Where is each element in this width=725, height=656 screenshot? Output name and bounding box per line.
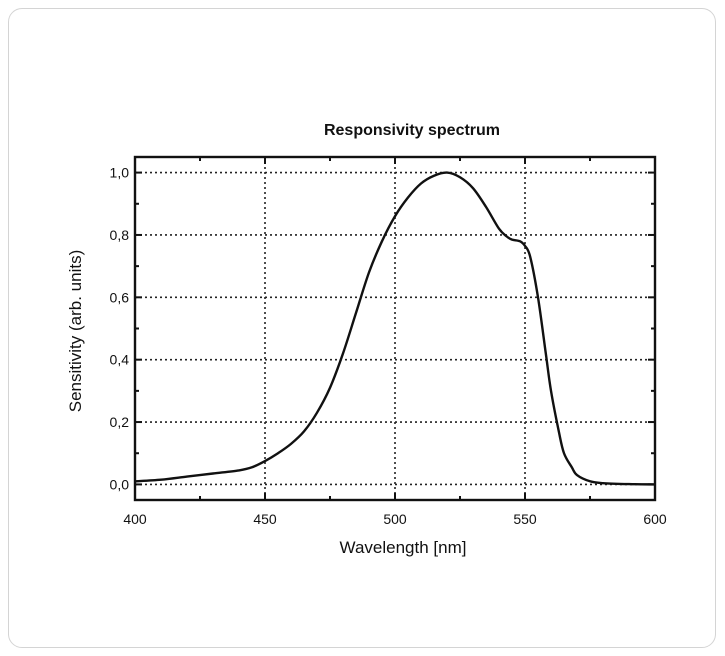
y-tick-label-0: 0,0	[110, 476, 130, 492]
chart: Responsivity spectrum 400 450 500 550 600 0,…	[66, 122, 667, 557]
curve-layer	[134, 171, 656, 486]
chart-card: Responsivity spectrum 400 450 500 550 600 0,…	[8, 8, 716, 648]
y-tick-label-5: 1,0	[110, 165, 130, 181]
y-tick-label-2: 0,4	[110, 352, 130, 368]
y-tick-label-4: 0,8	[110, 227, 130, 243]
x-tick-label-500: 500	[383, 511, 407, 527]
grid	[135, 157, 655, 500]
y-tick-labels: 0,0 0,2 0,4 0,6 0,8 1,0	[110, 165, 130, 493]
y-tick-label-3: 0,6	[110, 289, 130, 305]
x-tick-label-400: 400	[123, 511, 147, 527]
x-axis-label: Wavelength [nm]	[340, 538, 467, 557]
x-tick-label-550: 550	[513, 511, 537, 527]
chart-title: Responsivity spectrum	[324, 122, 500, 139]
y-axis-label: Sensitivity (arb. units)	[66, 250, 85, 413]
x-tick-label-450: 450	[253, 511, 277, 527]
y-tick-label-1: 0,2	[110, 414, 130, 430]
x-tick-labels: 400 450 500 550 600	[123, 511, 667, 527]
x-tick-label-600: 600	[643, 511, 667, 527]
series-line-0	[134, 171, 656, 486]
ticks	[134, 157, 656, 500]
